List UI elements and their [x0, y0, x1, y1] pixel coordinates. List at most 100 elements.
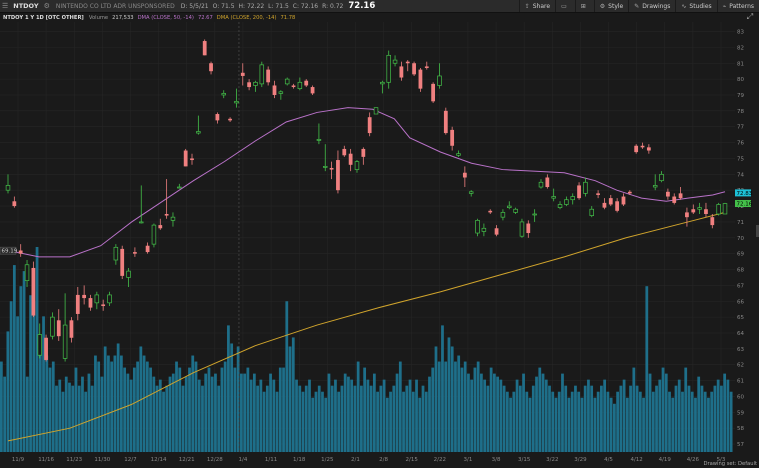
volume-bar	[522, 373, 525, 452]
volume-bar	[437, 361, 441, 452]
price-tick-label: 68	[737, 268, 744, 274]
volume-bar	[363, 367, 367, 452]
date-tick-label: 11/9	[12, 457, 25, 463]
volume-bar	[554, 397, 558, 452]
volume-bar	[197, 379, 201, 452]
volume-bar	[531, 385, 535, 452]
ma50-legend-label: DMA (CLOSE, 50, -14)	[137, 14, 194, 21]
price-tick-label: 71	[737, 220, 744, 226]
drawing-set-label[interactable]: Drawing set: Default	[703, 461, 758, 467]
volume-bar	[515, 379, 519, 452]
date-tick-label: 1/18	[293, 457, 306, 463]
studies-label: Studies	[689, 2, 712, 10]
date-tick-label: 2/15	[406, 457, 419, 463]
volume-bar	[64, 376, 68, 452]
volume-bar	[188, 367, 191, 452]
style-button[interactable]: ⚙ Style	[593, 0, 628, 12]
candle-body	[621, 196, 626, 205]
zoom-icon[interactable]: ⤢	[746, 12, 754, 21]
volume-bar	[570, 391, 574, 452]
date-tick-label: 3/29	[574, 457, 587, 463]
candle-body	[437, 75, 442, 86]
volume-bar	[509, 397, 512, 452]
candle-body	[316, 139, 322, 141]
last-price: 72.16	[348, 1, 376, 11]
volume-bar	[120, 355, 123, 452]
candle-body	[691, 209, 696, 213]
volume-bar	[664, 373, 668, 452]
volume-bar	[175, 361, 178, 452]
candle-body	[710, 217, 715, 226]
gear-icon[interactable]: ⚙	[43, 2, 50, 10]
volume-bar	[668, 391, 671, 452]
volume-bar	[677, 379, 681, 452]
date-tick-label: 12/21	[179, 457, 195, 463]
volume-bar	[311, 397, 315, 452]
volume-bar	[265, 385, 269, 452]
candle-body	[468, 191, 474, 194]
candle-body	[450, 129, 455, 146]
ma-price-tag-bg	[735, 189, 751, 197]
volume-bar	[720, 385, 723, 452]
grid-button[interactable]: ⊞	[574, 0, 594, 12]
share-label: Share	[532, 2, 551, 10]
volume-bar	[278, 367, 282, 452]
volume-bar	[645, 286, 649, 452]
date-tick-label: 2/8	[379, 457, 388, 463]
symbol-settings-icon[interactable]: ☰	[2, 2, 9, 10]
time-axis[interactable]: 11/9 11/16 11/23 11/30 12/7 12/14 12/21 12/28 1/…	[12, 457, 726, 463]
candle-body	[31, 267, 36, 316]
patterns-button[interactable]: ⌁ Patterns	[716, 0, 759, 12]
candle-body	[551, 196, 556, 199]
candle-body	[596, 193, 600, 195]
candle-body	[196, 131, 201, 134]
volume-bar	[100, 376, 104, 452]
candle-body	[500, 212, 506, 218]
volume-bar	[116, 343, 120, 452]
volume-bar	[642, 397, 645, 452]
share-button[interactable]: ⇪ Share	[518, 0, 555, 12]
volume-bar	[651, 391, 655, 452]
volume-bar	[596, 391, 600, 452]
volume-bar	[142, 355, 146, 452]
candle-body	[666, 191, 670, 197]
volume-legend-label: Volume	[88, 14, 109, 21]
price-chart[interactable]: 5758596061626364656667686970717273747576…	[0, 22, 759, 468]
studies-button[interactable]: ∿ Studies	[675, 0, 716, 12]
volume-bar	[38, 346, 42, 452]
price-tick-label: 63	[737, 347, 744, 353]
candle-body	[405, 61, 410, 64]
volume-bar	[694, 397, 697, 452]
window-button[interactable]: ▭	[555, 0, 575, 12]
volume-bar	[518, 385, 522, 452]
volume-bar	[48, 367, 52, 452]
volume-bar	[126, 373, 130, 452]
volume-bar	[450, 346, 454, 452]
symbol-label[interactable]: NTDOY	[13, 2, 39, 10]
volume-bar	[703, 391, 707, 452]
volume-bar	[398, 361, 402, 452]
volume-bar	[661, 367, 665, 452]
volume-bar	[590, 385, 594, 452]
volume-bar	[616, 391, 619, 452]
volume-bar	[499, 379, 503, 452]
volume-bar	[528, 397, 532, 452]
volume-bar	[486, 385, 490, 452]
style-label: Style	[608, 2, 624, 10]
candle-body	[462, 172, 467, 178]
volume-bar	[129, 379, 133, 452]
candles	[5, 39, 728, 362]
candle-body	[37, 334, 42, 356]
volume-bar	[454, 361, 457, 452]
volume-bar	[619, 385, 623, 452]
cursor-price-tag: 69.19	[2, 249, 18, 255]
candle-body	[412, 63, 416, 75]
volume-bar	[538, 367, 542, 452]
panel-resize-handle[interactable]	[756, 224, 759, 237]
price-axis[interactable]: 5758596061626364656667686970717273747576…	[737, 30, 744, 449]
volume-bar	[256, 385, 259, 452]
drawings-button[interactable]: ✎ Drawings	[628, 0, 675, 12]
candle-body	[583, 181, 588, 194]
volume-bar	[713, 385, 717, 452]
chart-title[interactable]: NTDOY 1 Y 1D [OTC OTHER]	[3, 14, 84, 21]
